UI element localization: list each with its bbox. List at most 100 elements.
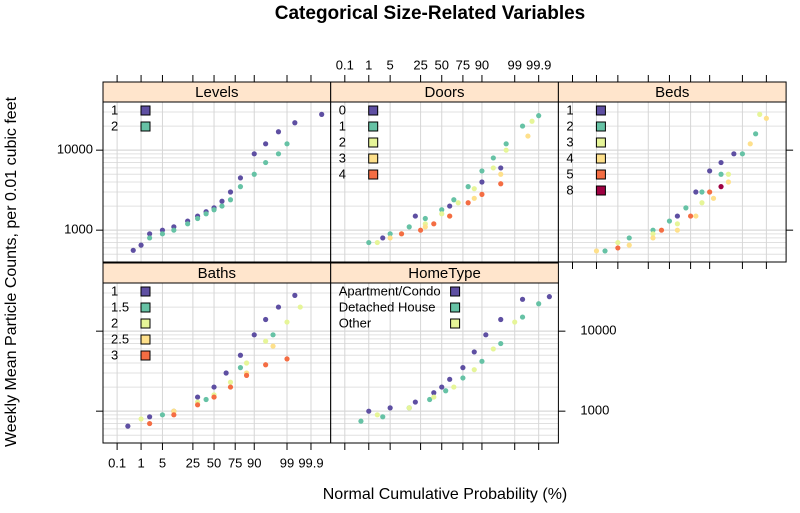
legend-swatch [140,286,151,297]
point [227,384,234,390]
legend-swatch [450,302,461,313]
point [718,159,724,166]
x-tick-label: 90 [475,57,489,72]
point [725,171,732,177]
point [223,370,229,376]
point [498,340,504,347]
legend-swatch [368,153,379,164]
point [275,129,282,135]
x-tick-label: 25 [413,57,427,72]
x-tick-label: 99.9 [526,57,551,72]
point [465,200,471,206]
point [387,235,393,241]
point [465,184,471,190]
legend-label: 8 [566,182,573,197]
point [147,420,153,427]
point [460,365,466,371]
point [739,151,746,157]
point [699,189,705,195]
point [615,245,621,251]
point [422,215,428,222]
point [422,224,428,230]
legend-label: 3 [566,134,573,149]
point [451,384,457,390]
point [284,319,290,325]
point [125,423,131,429]
x-tick-label: 99 [280,455,294,470]
point [227,189,234,195]
legend-label: Apartment/Condo [339,283,441,298]
y-tick-label: 1000 [64,222,93,237]
legend-label: 2 [111,118,118,133]
legend-swatch [140,105,151,116]
legend-swatch [368,121,379,132]
point [718,171,724,177]
point [519,296,526,302]
legend-swatch [140,334,151,345]
point [319,111,325,117]
point [387,405,393,411]
point [412,213,418,219]
x-tick-label: 99.9 [298,455,323,470]
point [263,362,269,368]
legend-label: 1 [339,118,346,133]
point [471,186,477,192]
point [503,147,509,153]
legend-label: 3 [339,150,346,165]
legend-label: Other [339,315,372,330]
point [658,227,665,233]
point [263,159,269,166]
point [757,111,763,117]
legend-label: 1 [111,283,118,298]
point [688,213,694,219]
point [171,227,177,233]
x-axis-title: Normal Cumulative Probability (%) [323,486,568,503]
point [284,356,290,362]
point [251,151,257,157]
point [203,211,209,217]
legend-swatch [450,318,461,329]
point [460,375,466,381]
point [490,155,496,161]
point [275,151,282,157]
point [292,292,298,298]
point [237,184,244,190]
point [366,239,372,246]
point [498,181,504,187]
point [159,231,166,237]
point [203,396,209,403]
legend-label: 1.5 [111,299,129,314]
point [699,200,705,206]
point [130,247,136,253]
point [211,394,217,400]
point [650,231,656,237]
point [387,231,393,237]
point [593,248,600,254]
point [451,197,457,203]
point [185,221,191,227]
point [171,408,177,414]
point [546,294,552,300]
point [479,191,485,197]
legend-swatch [140,318,151,329]
x-tick-label: 0.1 [336,57,354,72]
legend-label: 1 [111,102,118,117]
point [366,408,372,414]
point [237,352,244,358]
point [471,349,477,355]
point [138,416,144,422]
point [194,402,201,408]
point [455,200,461,206]
x-tick-label: 1 [365,57,372,72]
point [725,179,732,185]
point [710,195,717,201]
point [263,316,269,323]
legend-label: 1 [566,102,573,117]
strip-label: HomeType [408,265,481,282]
x-tick-label: 99 [507,57,521,72]
point [439,207,445,213]
point [439,384,445,390]
point [490,346,496,352]
point [490,165,496,171]
